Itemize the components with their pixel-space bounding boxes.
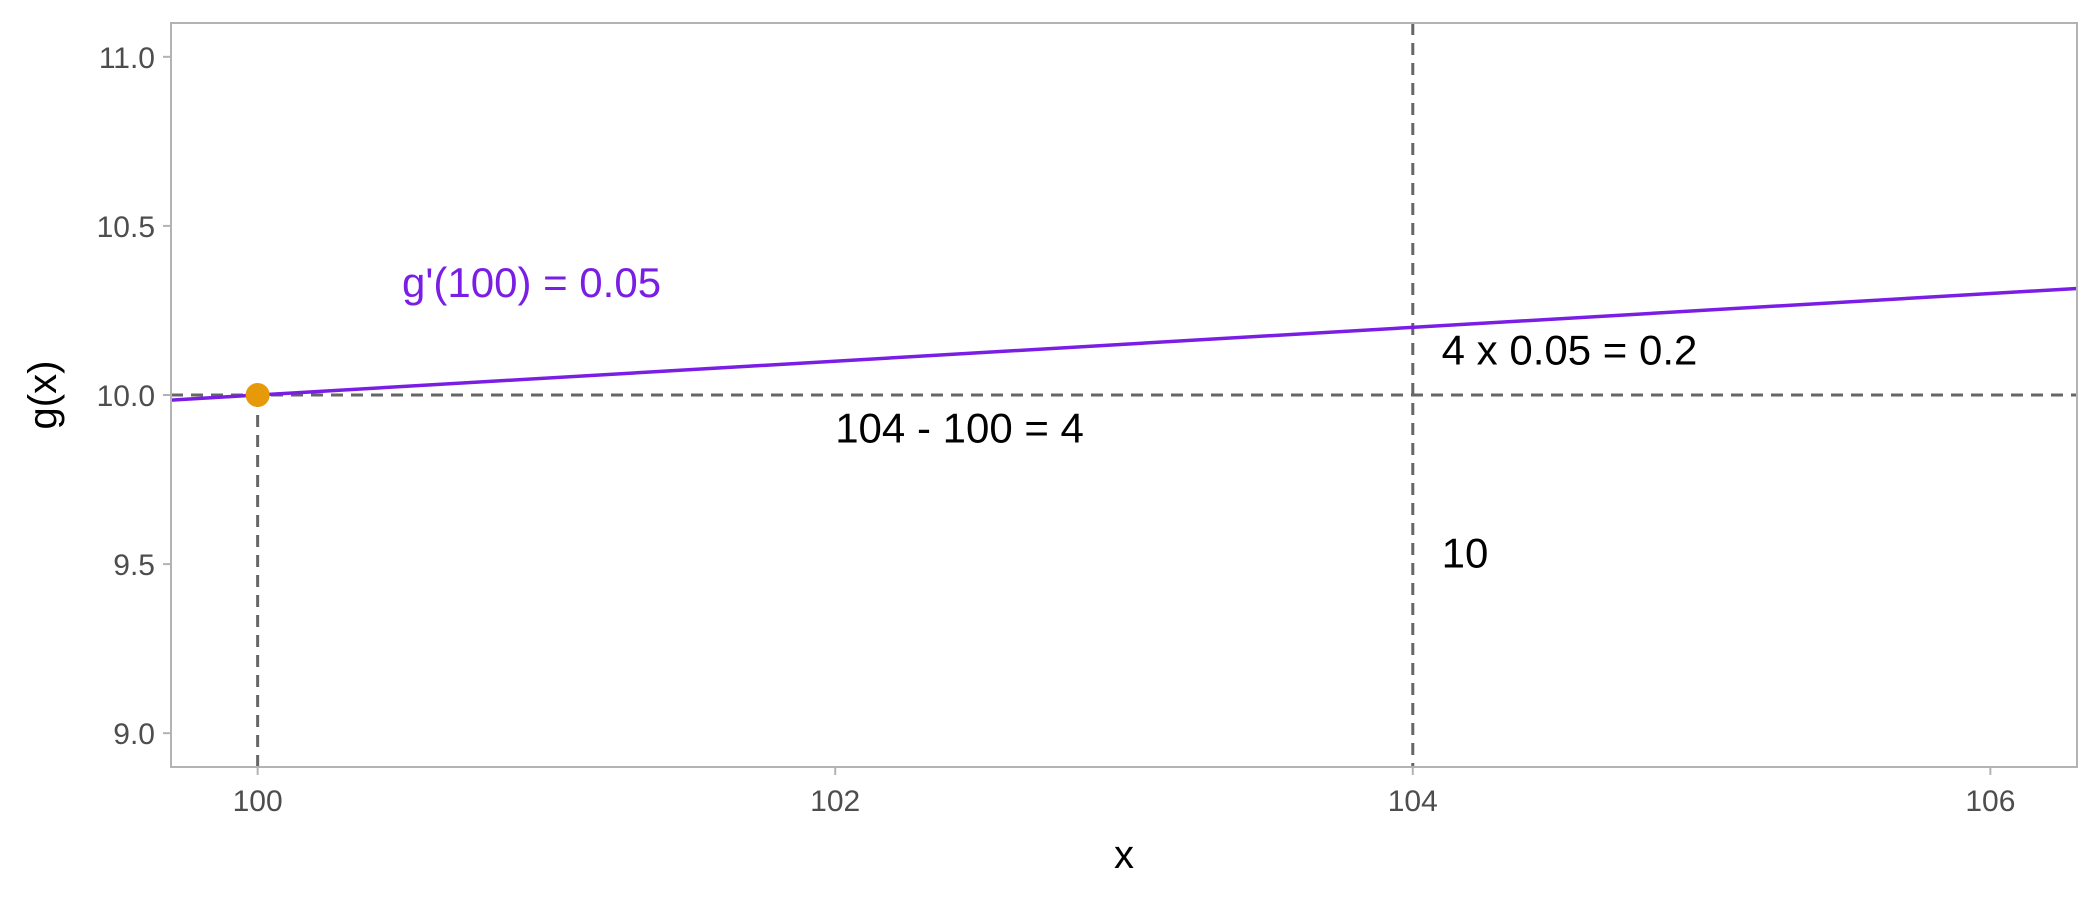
y-tick-label: 10.5 xyxy=(97,211,155,244)
annotation-2: 104 - 100 = 4 xyxy=(835,404,1084,451)
x-axis-title: x xyxy=(1114,833,1134,877)
x-tick-label: 104 xyxy=(1388,785,1438,818)
y-axis-title: g(x) xyxy=(21,361,65,430)
y-tick-label: 11.0 xyxy=(99,42,155,75)
x-tick-label: 106 xyxy=(1965,785,2015,818)
y-tick-label: 9.0 xyxy=(113,718,155,751)
series-line-tangent xyxy=(171,286,2077,402)
annotation-1: 4 x 0.05 = 0.2 xyxy=(1442,327,1698,374)
annotation-3: 10 xyxy=(1442,529,1489,576)
x-tick-label: 100 xyxy=(233,785,283,818)
x-tick-label: 102 xyxy=(810,785,860,818)
plot-area xyxy=(171,23,2077,767)
y-tick-label: 10.0 xyxy=(97,380,155,413)
y-tick-label: 9.5 xyxy=(113,549,155,582)
data-point xyxy=(245,383,270,407)
annotation-0: g'(100) = 0.05 xyxy=(402,259,661,306)
